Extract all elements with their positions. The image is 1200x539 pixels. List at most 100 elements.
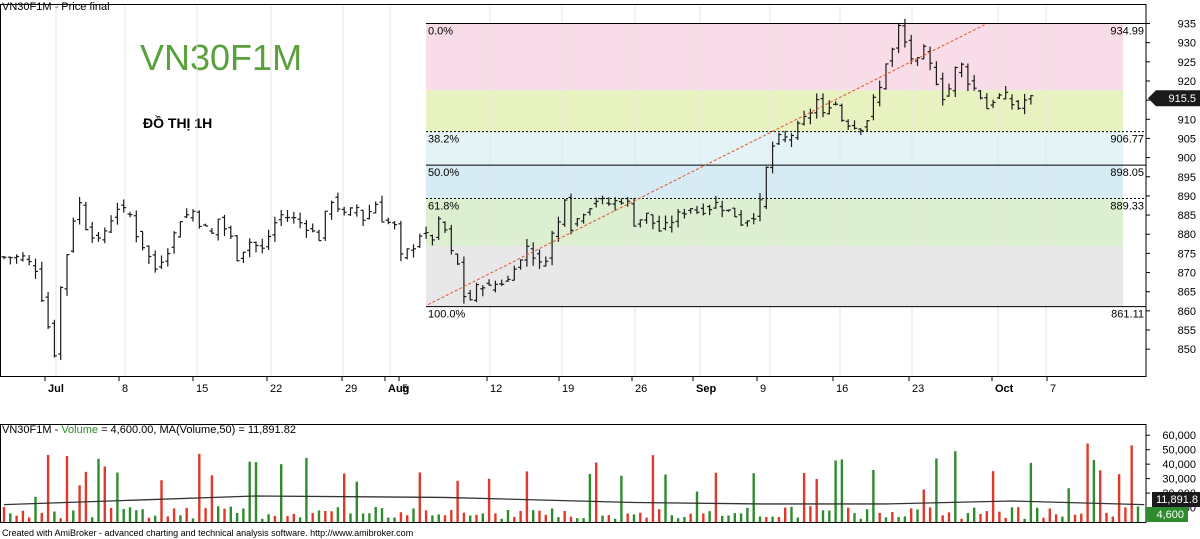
volume-bar	[891, 512, 894, 522]
price-bar	[537, 249, 542, 269]
price-bar	[669, 215, 675, 233]
volume-bar	[1136, 506, 1140, 522]
volume-bar	[280, 464, 283, 522]
volume-bar	[645, 517, 648, 522]
volume-bar	[544, 514, 547, 522]
price-axis-label: 890	[1178, 191, 1196, 203]
price-bar	[77, 196, 83, 225]
price-bar	[738, 209, 744, 226]
volume-bar	[878, 512, 881, 522]
price-axis-label: 905	[1178, 133, 1196, 145]
price-bar	[247, 238, 253, 258]
date-axis-label: Sep	[696, 383, 716, 395]
volume-bar	[550, 508, 554, 522]
volume-bar	[828, 510, 831, 522]
volume-bar	[21, 510, 25, 522]
price-axis-label: 920	[1178, 76, 1196, 88]
volume-bar	[979, 513, 982, 522]
volume-ma-value: 11,891.8	[1156, 494, 1198, 506]
price-bar	[335, 192, 341, 213]
fib-level-value: 906.77	[1110, 134, 1144, 146]
date-axis-label: 23	[912, 383, 924, 395]
volume-bar	[487, 478, 491, 522]
volume-bar	[859, 518, 862, 522]
volume-bar	[613, 518, 617, 522]
volume-bar	[569, 516, 573, 522]
volume-bar	[595, 462, 598, 522]
volume-bar	[557, 517, 560, 522]
price-bar	[152, 250, 158, 273]
price-bar	[341, 206, 347, 216]
date-axis-label: Oct	[995, 383, 1014, 395]
volume-bar	[450, 510, 453, 522]
volume-bar	[330, 511, 333, 522]
fib-level-pct: 0.0%	[428, 26, 453, 38]
volume-bar	[65, 456, 69, 522]
price-bar	[877, 80, 883, 107]
price-bar	[789, 133, 794, 148]
volume-bar	[1004, 517, 1007, 522]
price-axis-label: 875	[1178, 248, 1196, 260]
volume-values: = 4,600.00, MA(Volume,50) = 11,891.82	[98, 424, 296, 436]
volume-bar	[582, 518, 585, 522]
volume-bar	[191, 518, 195, 522]
volume-ma-badge-bg	[1152, 492, 1200, 507]
price-axis-label: 900	[1178, 153, 1196, 165]
price-bar	[625, 197, 631, 207]
volume-bar	[721, 515, 724, 522]
volume-bar	[884, 517, 888, 522]
volume-bar	[506, 510, 510, 522]
volume-sep: -	[51, 424, 62, 436]
volume-bar	[305, 457, 308, 522]
volume-bar	[960, 518, 963, 522]
volume-bar	[40, 512, 43, 522]
price-bar	[1003, 85, 1009, 100]
price-axis-label: 880	[1178, 229, 1196, 241]
price-bar	[96, 231, 101, 242]
price-bar	[360, 209, 366, 227]
volume-bar	[147, 517, 151, 522]
fib-level-pct: 61.8%	[428, 200, 459, 212]
price-bar	[222, 214, 227, 237]
price-axis-label: 910	[1178, 114, 1196, 126]
last-volume-value: 4,600	[1156, 509, 1184, 521]
price-bar	[7, 256, 13, 265]
volume-bar	[708, 511, 711, 522]
price-bar	[348, 207, 353, 216]
volume-axis-label: 30,000	[1162, 474, 1196, 486]
price-bar	[379, 195, 385, 223]
volume-bar	[172, 508, 176, 522]
price-bar	[732, 207, 738, 218]
fib-level-value: 889.33	[1110, 200, 1144, 212]
fib-zone-618	[426, 198, 1123, 247]
price-bar	[593, 197, 599, 208]
price-bar	[196, 210, 202, 229]
volume-bar	[758, 516, 762, 522]
price-bar	[965, 63, 971, 92]
volume-bar	[689, 513, 692, 522]
price-bar	[51, 319, 57, 358]
price-bar	[404, 248, 410, 260]
price-bar	[1022, 93, 1028, 115]
date-axis-label: 19	[562, 383, 574, 395]
price-bar	[801, 110, 807, 126]
price-axis-label: 855	[1178, 325, 1196, 337]
volume-bar	[122, 508, 125, 522]
volume-bar	[985, 511, 988, 522]
volume-bar	[406, 515, 409, 522]
price-bar	[555, 216, 561, 242]
fib-level-pct: 38.2%	[428, 134, 459, 146]
volume-bar	[235, 512, 239, 522]
fib-trend-line	[427, 24, 986, 306]
price-bar	[266, 229, 272, 250]
volume-bar	[273, 515, 277, 522]
price-bar	[637, 219, 643, 228]
volume-bar	[1036, 507, 1039, 522]
volume-axis-label: 50,000	[1162, 445, 1196, 457]
volume-bar	[954, 451, 957, 522]
price-bar	[492, 280, 498, 293]
price-bar	[291, 211, 297, 224]
last-volume-badge: 4,600	[1146, 507, 1188, 522]
price-bar	[524, 238, 530, 267]
